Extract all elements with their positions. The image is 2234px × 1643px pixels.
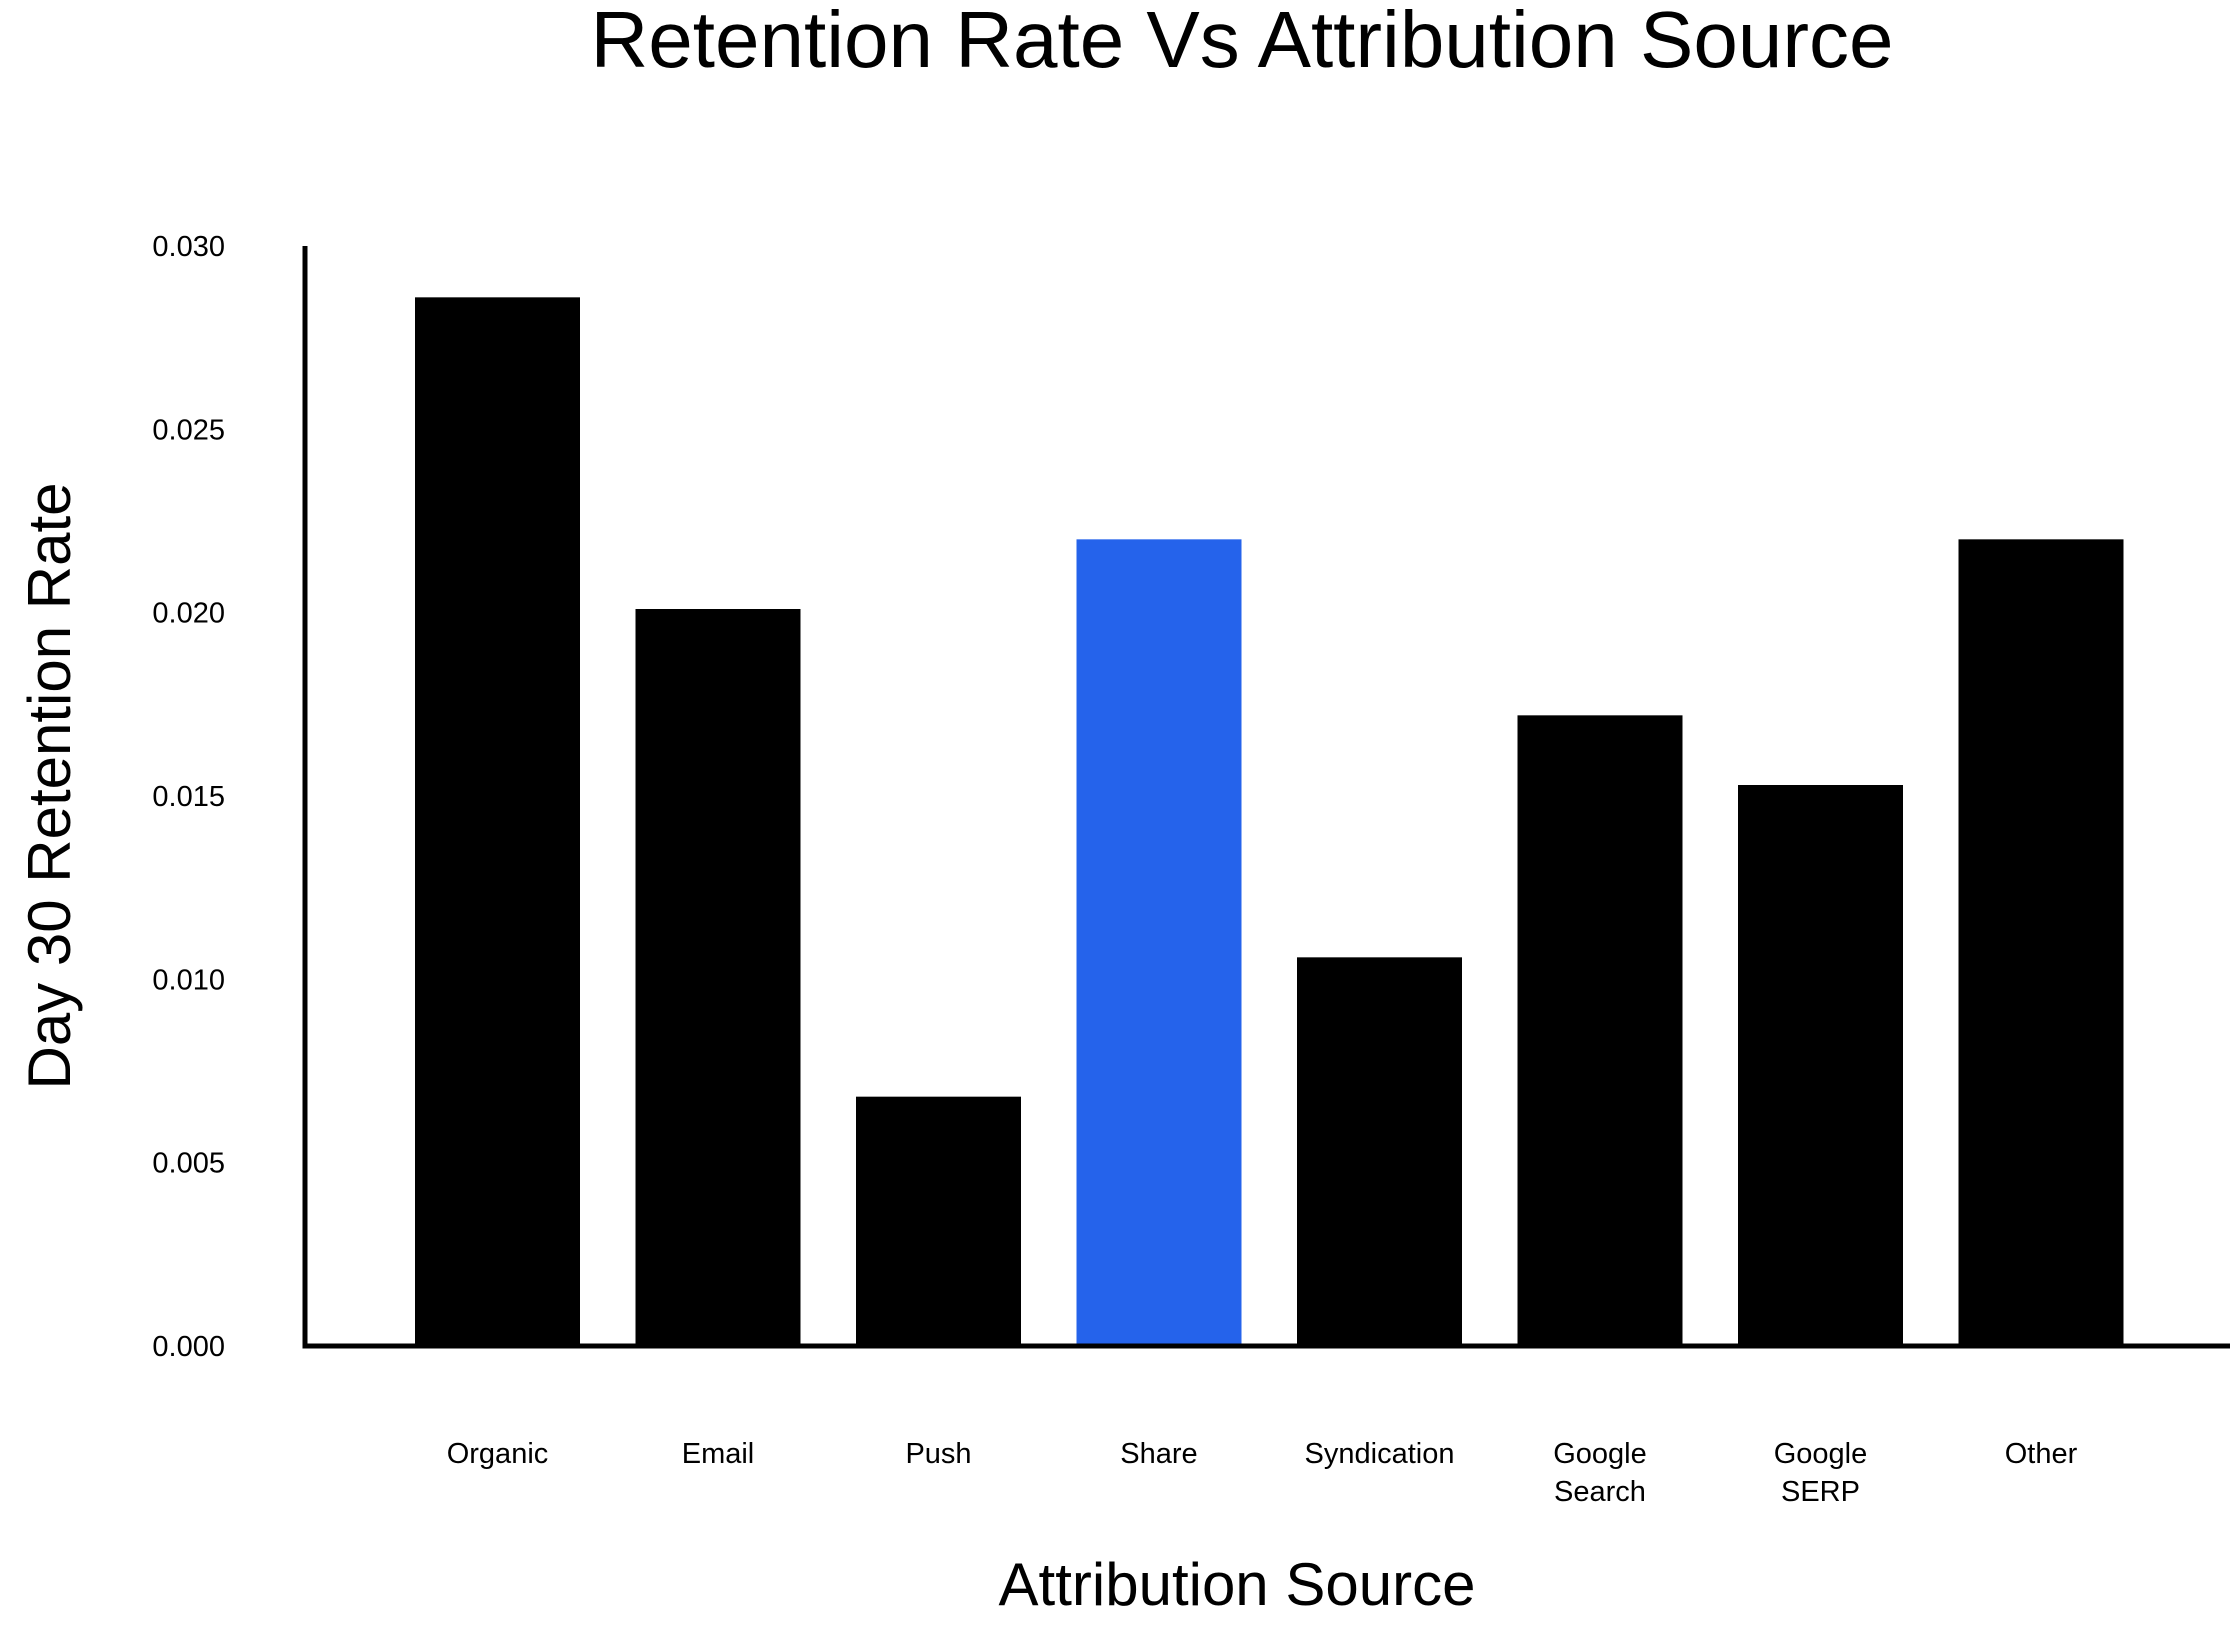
- x-tick-labels: Organic Email Push Share Syndication Google Se…: [447, 1438, 2078, 1508]
- bar-share: [1076, 539, 1242, 1346]
- bar-google-serp: [1738, 785, 1903, 1346]
- x-tick-label-syndication: Syndication: [1305, 1438, 1455, 1470]
- x-tick-label-line: Organic: [447, 1438, 549, 1470]
- chart-title: Retention Rate Vs Attribution Source: [590, 0, 1894, 84]
- bar-email: [635, 609, 801, 1346]
- x-tick-label-line: SERP: [1781, 1476, 1860, 1508]
- y-tick-label: 0.005: [152, 1148, 225, 1180]
- x-tick-label-organic: Organic: [447, 1438, 549, 1470]
- x-tick-label-share: Share: [1120, 1438, 1197, 1470]
- x-tick-label-google-serp: Google SERP: [1774, 1438, 1868, 1508]
- bar-other: [1958, 539, 2124, 1346]
- x-tick-label-other: Other: [2005, 1438, 2078, 1470]
- x-tick-label-line: Email: [682, 1438, 755, 1470]
- y-tick-labels: 0.000 0.005 0.010 0.015 0.020 0.025 0.030: [152, 231, 225, 1363]
- x-tick-label-line: Other: [2005, 1438, 2078, 1470]
- x-tick-label-line: Syndication: [1305, 1438, 1455, 1470]
- x-tick-label-line: Google: [1553, 1438, 1647, 1470]
- bars-layer: [415, 297, 2124, 1346]
- bar-syndication: [1297, 957, 1462, 1346]
- bar-google-search: [1517, 715, 1683, 1346]
- y-tick-label: 0.010: [152, 964, 225, 996]
- x-tick-label-line: Push: [905, 1438, 971, 1470]
- x-tick-label-google-search: Google Search: [1553, 1438, 1647, 1508]
- bar-push: [856, 1096, 1021, 1346]
- x-axis-label: Attribution Source: [998, 1551, 1476, 1618]
- y-tick-label: 0.030: [152, 231, 225, 263]
- y-tick-label: 0.020: [152, 598, 225, 630]
- bar-organic: [415, 297, 580, 1346]
- y-tick-label: 0.015: [152, 781, 225, 813]
- y-tick-label: 0.000: [152, 1331, 225, 1363]
- x-tick-label-email: Email: [682, 1438, 755, 1470]
- y-tick-label: 0.025: [152, 414, 225, 446]
- x-tick-label-push: Push: [905, 1438, 971, 1470]
- x-tick-label-line: Search: [1554, 1476, 1646, 1508]
- x-tick-label-line: Share: [1120, 1438, 1197, 1470]
- x-tick-label-line: Google: [1774, 1438, 1868, 1470]
